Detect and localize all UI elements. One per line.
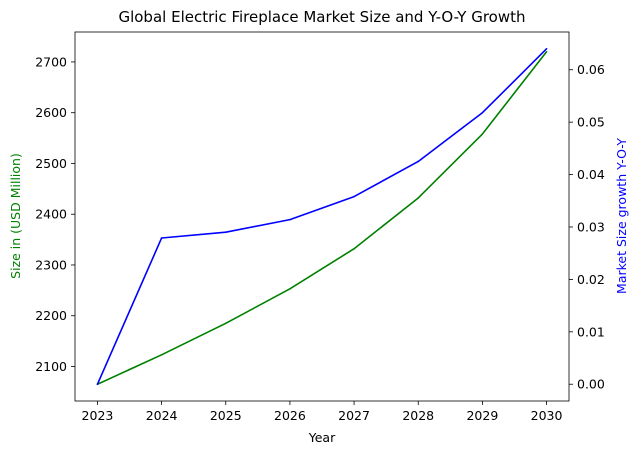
right-y-tick-label: 0.04 [577,167,605,182]
right-y-tick-label: 0.00 [577,377,605,392]
growth-point [417,160,420,163]
right-y-tick-label: 0.02 [577,272,605,287]
x-tick-label: 2023 [82,408,114,423]
market-size-point [289,288,291,290]
plot-area-frame [74,31,570,402]
market-size-point [417,197,420,199]
market-size-point [224,322,227,325]
right-y-tick-label: 0.01 [577,324,605,339]
growth-point [545,47,548,50]
market-size-point [481,133,484,135]
left-y-axis: 2100 2200 2300 2400 2500 2600 2700 [35,54,75,374]
left-y-axis-title: Size in (USD Million) [8,153,23,279]
market-size-point [160,354,163,356]
x-tick-label: 2027 [338,408,370,423]
chart-title: Global Electric Fireplace Market Size an… [118,8,525,26]
left-y-tick-label: 2100 [35,359,67,374]
growth-point [96,383,99,386]
left-y-tick-label: 2300 [35,257,67,272]
x-axis: 2023 2024 2025 2026 2027 2028 2029 2030 [82,401,563,423]
x-tick-label: 2024 [146,408,178,423]
left-y-tick-label: 2700 [35,54,67,69]
x-tick-label: 2026 [274,408,306,423]
x-tick-label: 2028 [402,408,434,423]
market-size-line [97,51,548,385]
growth-point [289,218,291,221]
growth-point [160,237,163,239]
series-layer [96,47,548,386]
growth-point [353,195,355,198]
left-y-tick-label: 2600 [35,105,67,120]
growth-line [96,48,548,385]
right-y-tick-label: 0.03 [577,219,605,234]
x-axis-title: Year [308,430,336,445]
right-y-axis-title: Market Size growth Y-O-Y [614,138,629,294]
market-size-point [545,50,548,53]
left-y-tick-label: 2500 [35,156,67,171]
x-tick-label: 2025 [210,408,242,423]
x-tick-label: 2029 [466,408,498,423]
left-y-tick-label: 2200 [35,308,67,323]
x-tick-label: 2030 [531,408,563,423]
left-y-tick-label: 2400 [35,207,67,222]
right-y-tick-label: 0.06 [577,62,605,77]
growth-point [224,231,227,234]
right-y-axis: 0.00 0.01 0.02 0.03 0.04 0.05 0.06 [569,62,605,392]
market-size-point [353,247,355,250]
growth-point [481,111,484,114]
right-y-tick-label: 0.05 [577,115,605,130]
